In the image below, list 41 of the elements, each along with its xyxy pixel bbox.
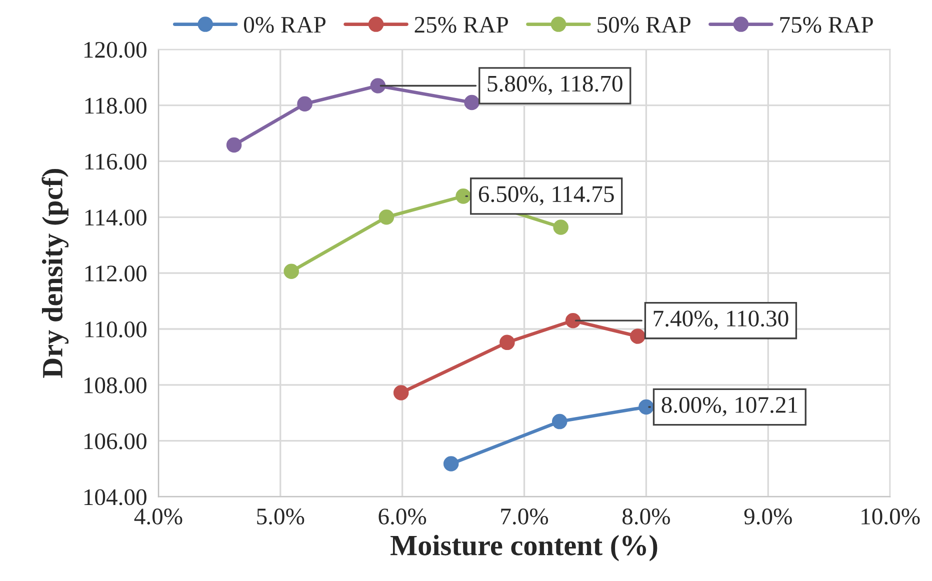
y-tick-label: 108.00: [84, 377, 146, 394]
point: [565, 312, 581, 328]
point: [552, 414, 568, 430]
annotation: 7.40%, 110.30: [654, 310, 788, 330]
point: [456, 188, 471, 204]
x-axis-title: Moisture content (%): [390, 534, 658, 562]
y-tick-label: 110.00: [85, 321, 146, 338]
legend-label: 25% RAP: [414, 16, 508, 33]
point: [284, 264, 299, 280]
x-tick-label: 10.0%: [862, 508, 920, 525]
y-tick-label: 114.00: [85, 210, 146, 226]
y-axis-title: Dry density (pcf): [42, 169, 69, 378]
point: [297, 96, 312, 112]
y-tick-label: 104.00: [84, 489, 146, 506]
x-tick-label: 7.0%: [501, 508, 548, 525]
y-tick-label: 116.00: [85, 154, 146, 170]
x-tick-label: 5.0%: [257, 508, 304, 525]
legend-label: 50% RAP: [598, 16, 690, 33]
y-tick-label: 106.00: [84, 433, 146, 450]
point: [464, 94, 480, 110]
legend-label: 75% RAP: [780, 16, 873, 33]
point: [443, 456, 459, 472]
point: [553, 220, 568, 235]
y-tick-label: 118.00: [85, 98, 146, 114]
x-tick-label: 4.0%: [134, 508, 182, 525]
point: [500, 334, 515, 350]
annotation: 6.50%, 114.75: [478, 186, 614, 206]
point: [370, 78, 386, 94]
annotation: 8.00%, 107.21: [662, 396, 798, 416]
x-tick-label: 8.0%: [622, 508, 670, 525]
point: [638, 399, 654, 415]
x-tick-label: 9.0%: [744, 508, 792, 525]
point: [630, 328, 646, 344]
x-tick-label: 6.0%: [378, 508, 426, 525]
legend-label: 0% RAP: [244, 16, 326, 33]
y-tick-label: 112.00: [85, 266, 146, 282]
point: [378, 210, 394, 225]
annotation: 5.80%, 118.70: [488, 76, 622, 96]
point: [226, 137, 242, 153]
point: [393, 385, 409, 400]
y-tick-label: 120.00: [84, 42, 146, 58]
